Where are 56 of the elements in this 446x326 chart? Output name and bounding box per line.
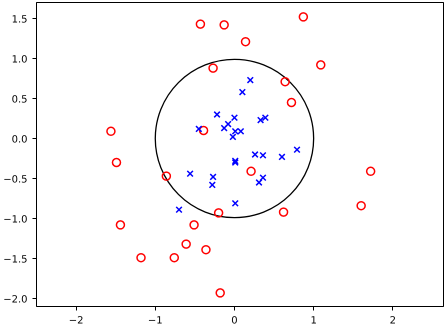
point [255, 178, 263, 186]
point [195, 125, 202, 132]
point [214, 208, 224, 218]
point [286, 98, 296, 108]
point [232, 157, 239, 164]
point [196, 19, 206, 29]
y-tick-label: −0.5 [3, 174, 28, 186]
point [298, 12, 308, 22]
point [198, 126, 208, 136]
point [246, 166, 256, 176]
point [175, 206, 183, 214]
point [116, 220, 126, 230]
point [230, 114, 238, 122]
point [215, 288, 225, 298]
point [208, 181, 216, 188]
point [238, 88, 246, 96]
point [170, 252, 180, 262]
x-tick-label: 0 [231, 316, 238, 326]
point [136, 252, 146, 262]
point [186, 170, 194, 178]
point [224, 120, 232, 128]
y-tick-label: 1.0 [12, 54, 28, 66]
x-tick-label: 1 [310, 316, 317, 326]
point [316, 60, 326, 70]
point [366, 166, 376, 176]
y-tick-label: −2.0 [3, 294, 28, 306]
point [201, 244, 211, 254]
y-tick-label: 0.0 [12, 134, 28, 146]
point [112, 158, 122, 168]
point [220, 124, 228, 132]
point [232, 158, 239, 166]
point [219, 20, 229, 30]
point [246, 76, 254, 84]
point [356, 200, 366, 210]
point [280, 76, 290, 86]
point [213, 110, 221, 118]
point [229, 133, 236, 140]
x-tick-label: −1 [148, 316, 163, 326]
x-tick-label: −2 [68, 316, 84, 326]
point [232, 200, 239, 207]
point [278, 153, 286, 160]
x-tick-label: 2 [390, 316, 396, 326]
y-tick-label: 0.5 [12, 94, 28, 106]
point [259, 174, 267, 182]
point [240, 36, 250, 46]
point [278, 207, 288, 217]
point [210, 173, 217, 180]
point [189, 220, 199, 230]
point [208, 63, 218, 73]
y-tick-label: −1.0 [3, 214, 28, 226]
point [181, 239, 191, 249]
point [106, 126, 116, 136]
y-tick-label: 1.5 [12, 14, 28, 26]
point [162, 171, 172, 181]
y-tick-label: −1.5 [3, 254, 28, 266]
point [293, 146, 301, 154]
